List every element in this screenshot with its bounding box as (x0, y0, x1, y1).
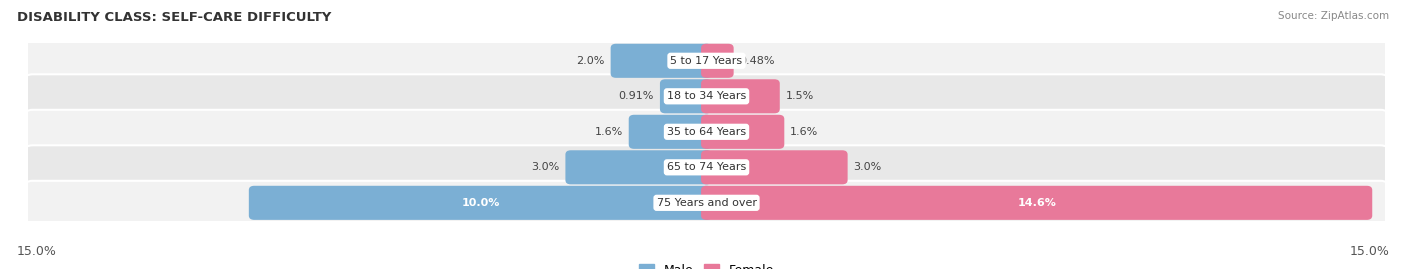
FancyBboxPatch shape (24, 181, 1389, 225)
Text: 15.0%: 15.0% (1350, 245, 1389, 258)
Text: 3.0%: 3.0% (853, 162, 882, 172)
Text: DISABILITY CLASS: SELF-CARE DIFFICULTY: DISABILITY CLASS: SELF-CARE DIFFICULTY (17, 11, 332, 24)
FancyBboxPatch shape (702, 44, 734, 78)
Legend: Male, Female: Male, Female (634, 259, 779, 269)
Text: 2.0%: 2.0% (576, 56, 605, 66)
FancyBboxPatch shape (24, 39, 1389, 83)
Text: 1.6%: 1.6% (595, 127, 623, 137)
Text: 1.6%: 1.6% (790, 127, 818, 137)
Text: Source: ZipAtlas.com: Source: ZipAtlas.com (1278, 11, 1389, 21)
Text: 0.48%: 0.48% (740, 56, 775, 66)
FancyBboxPatch shape (702, 79, 780, 113)
FancyBboxPatch shape (24, 74, 1389, 118)
FancyBboxPatch shape (610, 44, 711, 78)
FancyBboxPatch shape (24, 145, 1389, 189)
FancyBboxPatch shape (702, 150, 848, 184)
FancyBboxPatch shape (702, 186, 1372, 220)
Text: 35 to 64 Years: 35 to 64 Years (666, 127, 747, 137)
FancyBboxPatch shape (24, 110, 1389, 154)
Text: 1.5%: 1.5% (786, 91, 814, 101)
Text: 75 Years and over: 75 Years and over (657, 198, 756, 208)
Text: 10.0%: 10.0% (461, 198, 499, 208)
Text: 18 to 34 Years: 18 to 34 Years (666, 91, 747, 101)
Text: 15.0%: 15.0% (17, 245, 56, 258)
Text: 5 to 17 Years: 5 to 17 Years (671, 56, 742, 66)
FancyBboxPatch shape (659, 79, 711, 113)
FancyBboxPatch shape (628, 115, 711, 149)
FancyBboxPatch shape (702, 115, 785, 149)
Text: 3.0%: 3.0% (531, 162, 560, 172)
FancyBboxPatch shape (249, 186, 711, 220)
Text: 14.6%: 14.6% (1017, 198, 1056, 208)
FancyBboxPatch shape (565, 150, 711, 184)
Text: 0.91%: 0.91% (619, 91, 654, 101)
Text: 65 to 74 Years: 65 to 74 Years (666, 162, 747, 172)
